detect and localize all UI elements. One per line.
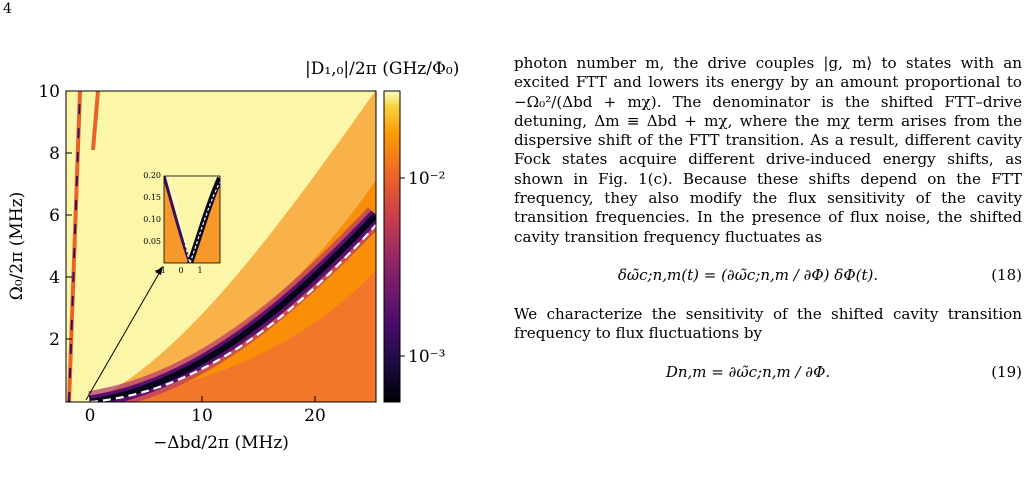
dashed-curve xyxy=(89,224,376,402)
paragraph: We characterize the sensitivity of the s… xyxy=(514,304,1022,343)
heatmap xyxy=(66,91,376,402)
equation-body: δω̃c;n,m(t) = (∂ω̃c;n,m / ∂Φ) δΦ(t). xyxy=(617,265,879,284)
x-tick-label: 10 xyxy=(191,406,213,426)
y-ticks: 2 4 6 8 10 xyxy=(38,82,72,350)
inset-y-tick: 0.05 xyxy=(143,237,161,246)
y-tick-label: 8 xyxy=(49,144,60,164)
main-axes-frame xyxy=(65,90,377,403)
y-tick-label: 4 xyxy=(49,268,60,288)
equation-18: δω̃c;n,m(t) = (∂ω̃c;n,m / ∂Φ) δΦ(t). (18… xyxy=(514,253,1022,299)
y-tick-label: 10 xyxy=(38,82,60,102)
x-tick-label: 20 xyxy=(304,406,326,426)
y-axis-label: Ω₀/2π (MHz) xyxy=(7,192,27,300)
inset-frame xyxy=(163,175,221,264)
equation-number: (19) xyxy=(991,362,1022,381)
figure: 0 10 20 2 4 6 8 10 −Δbd/2π (MHz) Ω₀/2π (… xyxy=(0,0,500,485)
equation-19: Dn,m = ∂ω̃c;n,m / ∂Φ. (19) xyxy=(514,350,1022,396)
colorbar-tick-label: 10⁻² xyxy=(408,169,445,189)
y-tick-label: 6 xyxy=(49,206,60,226)
equation-number: (18) xyxy=(991,265,1022,284)
colorbar xyxy=(383,90,401,403)
inset: 0.20 0.15 0.10 0.05 −1 0 1 xyxy=(143,171,221,275)
inset-y-tick: 0.20 xyxy=(143,171,161,180)
inset-arrow xyxy=(85,266,163,401)
inset-y-tick: 0.10 xyxy=(143,215,161,224)
x-axis-label: −Δbd/2π (MHz) xyxy=(153,433,289,453)
equation-body: Dn,m = ∂ω̃c;n,m / ∂Φ. xyxy=(665,362,831,381)
inset-y-tick: 0.15 xyxy=(143,193,161,202)
inset-x-tick: 0 xyxy=(178,266,183,275)
y-tick-label: 2 xyxy=(49,330,60,350)
inset-x-tick: 1 xyxy=(197,266,202,275)
body-text: photon number m, the drive couples |g, m… xyxy=(514,54,1022,402)
x-tick-label: 0 xyxy=(85,406,96,426)
x-ticks: 0 10 20 xyxy=(85,396,326,426)
figure-svg: 0 10 20 2 4 6 8 10 −Δbd/2π (MHz) Ω₀/2π (… xyxy=(7,59,459,453)
paragraph: photon number m, the drive couples |g, m… xyxy=(514,54,1022,246)
page-number: 4 xyxy=(3,1,12,17)
colorbar-title: |D₁,₀|/2π (GHz/Φ₀) xyxy=(305,59,459,79)
colorbar-tick-label: 10⁻³ xyxy=(408,347,445,367)
